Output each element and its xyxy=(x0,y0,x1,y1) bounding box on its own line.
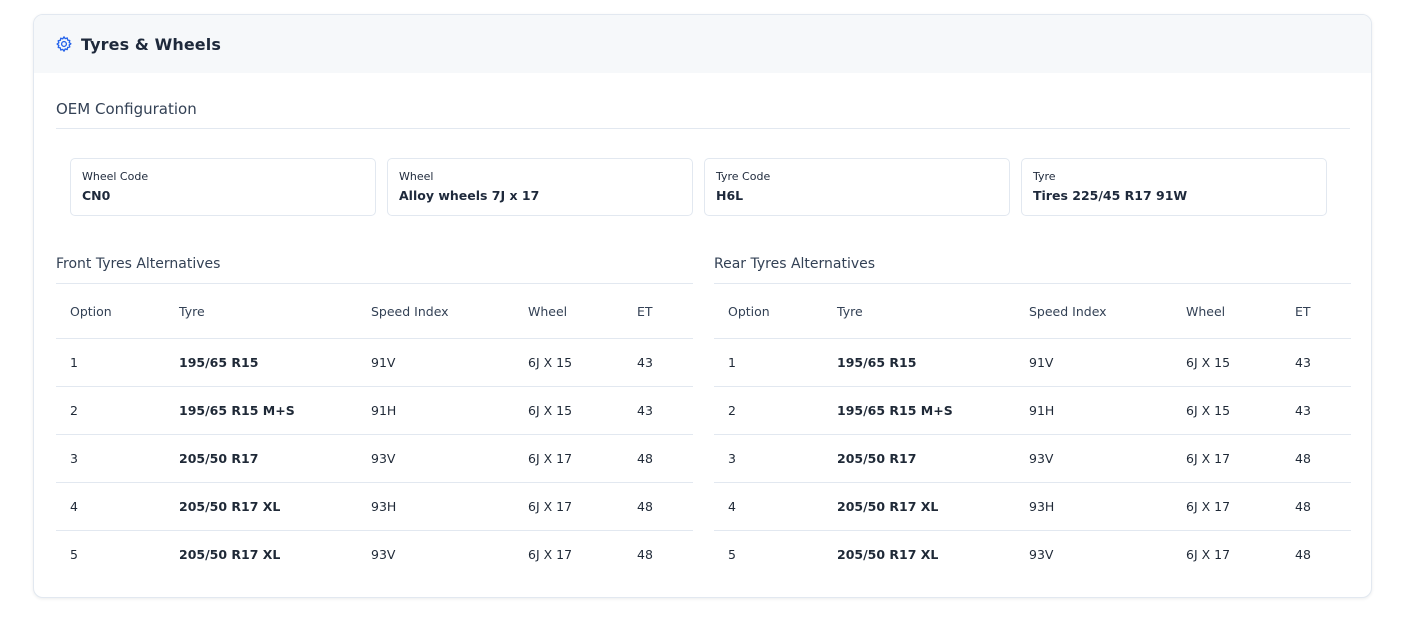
cell-speed-index: 91H xyxy=(357,386,514,435)
cell-tyre: 205/50 R17 XL xyxy=(165,482,357,531)
cell-et: 43 xyxy=(1281,386,1351,435)
table-row: 1 195/65 R15 91V 6J X 15 43 xyxy=(56,338,693,387)
front-section-title: Front Tyres Alternatives xyxy=(56,256,221,272)
cell-speed-index: 91V xyxy=(1015,338,1172,387)
cell-speed-index: 93V xyxy=(1029,547,1054,562)
cell-wheel: 6J X 17 xyxy=(514,482,623,531)
column-header-tyre: Tyre xyxy=(165,284,357,339)
oem-tyre-value: Tires 225/45 R17 91W xyxy=(1033,188,1188,203)
oem-tyre-code-label: Tyre Code xyxy=(716,170,771,183)
column-header-wheel: Wheel xyxy=(514,284,623,339)
cell-speed-index: 91H xyxy=(1015,386,1172,435)
table-header-row: Option Tyre Speed Index Wheel ET xyxy=(56,284,693,339)
table-row: 4 205/50 R17 XL 93H 6J X 17 48 xyxy=(714,482,1351,531)
table-header-row: Option Tyre Speed Index Wheel ET xyxy=(714,284,1351,339)
gear-icon xyxy=(55,35,73,53)
cell-option: 5 xyxy=(728,547,736,562)
cell-wheel: 6J X 17 xyxy=(1186,547,1231,562)
table-row: 2 195/65 R15 M+S 91H 6J X 15 43 xyxy=(714,386,1351,435)
table-row: 3 205/50 R17 93V 6J X 17 48 xyxy=(714,434,1351,483)
oem-wheel: Wheel Alloy wheels 7J x 17 xyxy=(387,158,693,216)
column-header-wheel: Wheel xyxy=(1172,284,1281,339)
cell-tyre: 205/50 R17 XL xyxy=(837,547,939,562)
oem-wheel-code-label: Wheel Code xyxy=(82,170,149,183)
oem-wheel-label: Wheel xyxy=(399,170,434,183)
cell-wheel: 6J X 17 xyxy=(1172,482,1281,531)
cell-wheel: 6J X 17 xyxy=(514,434,623,483)
cell-et: 48 xyxy=(623,482,693,531)
cell-tyre: 195/65 R15 xyxy=(165,338,357,387)
tyres-wheels-card: Tyres & Wheels OEM Configuration Wheel C… xyxy=(33,14,1372,598)
oem-divider xyxy=(56,128,1350,129)
rear-tyres-table: Option Tyre Speed Index Wheel ET 1 195/6… xyxy=(714,284,1351,578)
cell-option: 5 xyxy=(70,547,78,562)
cell-tyre: 205/50 R17 XL xyxy=(823,482,1015,531)
cell-et: 43 xyxy=(1281,338,1351,387)
cell-tyre: 205/50 R17 xyxy=(165,434,357,483)
column-header-option: Option xyxy=(56,284,165,339)
table-row: 5 205/50 R17 XL 93V 6J X 17 48 xyxy=(714,531,1351,579)
cell-et: 48 xyxy=(623,434,693,483)
rear-divider xyxy=(714,283,1351,284)
cell-wheel: 6J X 15 xyxy=(1172,338,1281,387)
cell-option: 4 xyxy=(714,482,823,531)
oem-tyre-label: Tyre xyxy=(1033,170,1056,183)
cell-tyre: 205/50 R17 xyxy=(823,434,1015,483)
cell-tyre: 205/50 R17 XL xyxy=(179,547,281,562)
cell-et: 48 xyxy=(1281,434,1351,483)
cell-wheel: 6J X 17 xyxy=(528,547,573,562)
rear-section-title: Rear Tyres Alternatives xyxy=(714,256,876,272)
cell-et: 43 xyxy=(623,386,693,435)
cell-et: 48 xyxy=(637,547,653,562)
card-header: Tyres & Wheels xyxy=(34,15,1371,73)
oem-wheel-value: Alloy wheels 7J x 17 xyxy=(399,188,540,203)
table-row: 3 205/50 R17 93V 6J X 17 48 xyxy=(56,434,693,483)
table-row: 2 195/65 R15 M+S 91H 6J X 15 43 xyxy=(56,386,693,435)
front-tyres-table: Option Tyre Speed Index Wheel ET 1 195/6… xyxy=(56,284,693,578)
cell-option: 4 xyxy=(56,482,165,531)
front-divider xyxy=(56,283,693,284)
column-header-speed-index: Speed Index xyxy=(357,284,514,339)
oem-wheel-code: Wheel Code CN0 xyxy=(70,158,376,216)
oem-section-title: OEM Configuration xyxy=(56,100,197,118)
cell-speed-index: 93H xyxy=(357,482,514,531)
cell-et: 43 xyxy=(623,338,693,387)
cell-wheel: 6J X 15 xyxy=(514,338,623,387)
oem-fields: Wheel Code CN0 Wheel Alloy wheels 7J x 1… xyxy=(70,158,1327,216)
cell-option: 3 xyxy=(714,434,823,483)
cell-speed-index: 93V xyxy=(1015,434,1172,483)
cell-et: 48 xyxy=(1295,547,1311,562)
card-title: Tyres & Wheels xyxy=(81,34,221,54)
cell-tyre: 195/65 R15 M+S xyxy=(165,386,357,435)
column-header-option: Option xyxy=(714,284,823,339)
cell-wheel: 6J X 15 xyxy=(514,386,623,435)
cell-option: 2 xyxy=(714,386,823,435)
cell-tyre: 195/65 R15 M+S xyxy=(823,386,1015,435)
cell-wheel: 6J X 15 xyxy=(1172,386,1281,435)
column-header-et: ET xyxy=(623,284,693,339)
cell-speed-index: 93V xyxy=(357,434,514,483)
cell-et: 48 xyxy=(1281,482,1351,531)
cell-speed-index: 93V xyxy=(371,547,396,562)
table-row: 5 205/50 R17 XL 93V 6J X 17 48 xyxy=(56,531,693,579)
cell-option: 3 xyxy=(56,434,165,483)
table-row: 1 195/65 R15 91V 6J X 15 43 xyxy=(714,338,1351,387)
oem-tyre-code: Tyre Code H6L xyxy=(704,158,1010,216)
column-header-tyre: Tyre xyxy=(823,284,1015,339)
oem-tyre: Tyre Tires 225/45 R17 91W xyxy=(1021,158,1327,216)
cell-speed-index: 91V xyxy=(357,338,514,387)
cell-option: 2 xyxy=(56,386,165,435)
oem-tyre-code-value: H6L xyxy=(716,188,744,203)
cell-wheel: 6J X 17 xyxy=(1172,434,1281,483)
cell-option: 1 xyxy=(714,338,823,387)
cell-option: 1 xyxy=(56,338,165,387)
cell-speed-index: 93H xyxy=(1015,482,1172,531)
table-row: 4 205/50 R17 XL 93H 6J X 17 48 xyxy=(56,482,693,531)
oem-wheel-code-value: CN0 xyxy=(82,188,111,203)
column-header-et: ET xyxy=(1281,284,1351,339)
cell-tyre: 195/65 R15 xyxy=(823,338,1015,387)
column-header-speed-index: Speed Index xyxy=(1015,284,1172,339)
